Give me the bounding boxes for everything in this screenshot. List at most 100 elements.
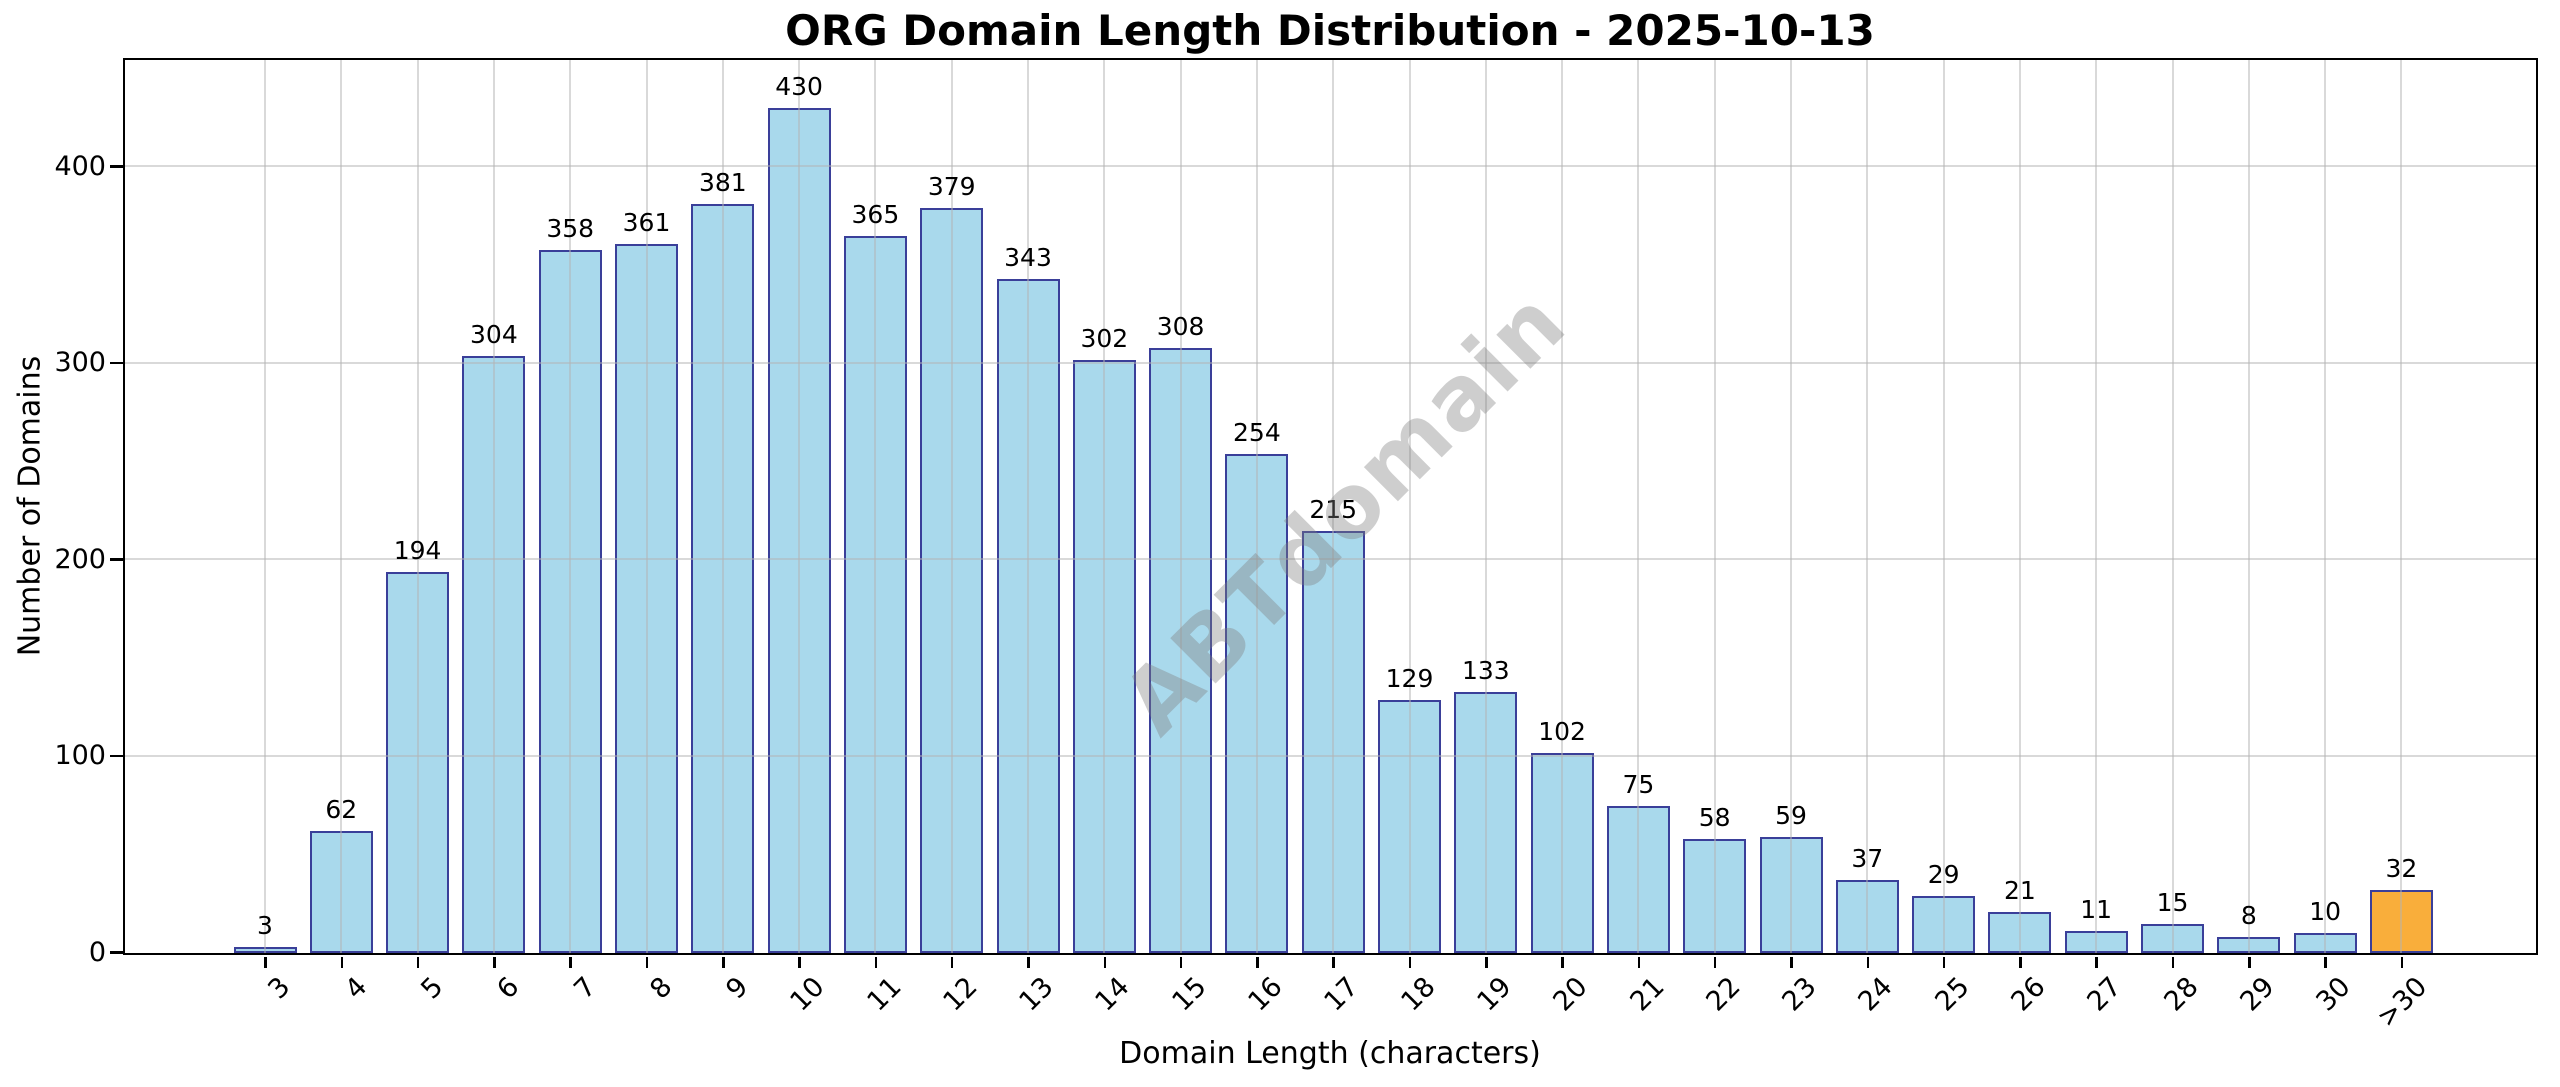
gridline-vertical [2171,60,2174,953]
y-tick-label: 100 [54,740,106,772]
x-tick-mark [798,957,801,968]
x-tick-label: 4 [338,971,374,1006]
gridline-vertical [1179,60,1182,953]
x-tick-mark [1942,957,1946,968]
x-tick-label: 15 [1166,971,1213,1018]
gridline-vertical [1408,60,1411,953]
bar-value-label: 194 [393,535,442,565]
gridline-vertical [721,60,724,953]
x-tick-mark [493,957,496,968]
bar-value-label: 11 [2080,895,2113,925]
bar-value-label: 37 [1851,844,1884,874]
gridline-vertical [1027,60,1029,953]
x-axis-title: Domain Length (characters) [1119,1036,1541,1071]
x-tick-label: 10 [784,971,831,1018]
x-tick-label: 5 [415,971,450,1006]
y-tick-label: 400 [54,150,106,182]
gridline-horizontal [125,361,2536,364]
gridline-vertical [2324,60,2327,953]
gridline-vertical [2247,60,2250,953]
x-tick-mark [416,957,420,968]
y-tick-mark [110,951,123,954]
bar-value-label: 379 [927,172,976,202]
x-tick-label: 18 [1394,971,1442,1018]
bar-value-label: 3 [257,911,273,941]
gridline-vertical [874,60,877,953]
gridline-vertical [492,60,495,953]
gridline-vertical [1484,60,1487,953]
bar-value-label: 215 [1309,494,1358,524]
x-tick-mark [1790,957,1793,968]
bar-value-label: 129 [1385,663,1434,693]
x-tick-mark [1332,957,1335,968]
gridline-vertical [1713,60,1716,953]
gridline-horizontal [125,754,2536,757]
gridline-vertical [2400,60,2403,953]
bar-value-label: 361 [622,207,671,237]
gridline-vertical [264,60,266,953]
bar-value-label: 62 [325,795,358,825]
bar-value-label: 308 [1156,311,1205,341]
gridline-vertical [1790,60,1792,953]
y-tick-label: 300 [54,347,106,379]
bar-value-label: 15 [2156,887,2189,917]
gridline-vertical [645,60,648,953]
y-tick-label: 0 [88,936,106,968]
gridline-vertical [340,60,343,953]
chart-title: ORG Domain Length Distribution - 2025-10… [785,6,1875,55]
bar-value-label: 304 [470,319,518,349]
x-tick-mark [1179,957,1183,968]
gridline-horizontal [125,165,2536,168]
gridline-vertical [950,60,953,953]
x-tick-label: 12 [937,971,984,1018]
gridline-vertical [1866,60,1869,953]
x-tick-label: 25 [1929,971,1976,1018]
bar-value-label: 10 [2309,897,2341,927]
x-tick-label: 14 [1089,971,1137,1018]
x-tick-mark [569,957,572,968]
bar-value-label: 343 [1004,243,1052,273]
x-tick-label: 20 [1547,971,1594,1018]
x-tick-mark [1485,957,1488,968]
x-tick-label: 13 [1013,971,1060,1018]
x-tick-mark [874,957,878,968]
gridline-vertical [1561,60,1564,953]
x-tick-label: 17 [1318,971,1365,1018]
y-tick-mark [110,754,123,758]
x-tick-label: 3 [262,971,297,1006]
gridline-vertical [798,60,801,953]
bar-value-label: 254 [1233,417,1281,447]
x-tick-label: 9 [720,971,755,1006]
plot-area: ABTdomain 3 62 194 304 358 361 381 430 365 379 343… [123,58,2538,955]
gridline-vertical [1942,60,1945,953]
x-tick-mark [2171,957,2175,968]
bar-value-label: 365 [851,199,900,229]
x-tick-mark [1256,957,1259,968]
bar-value-label: 75 [1622,769,1655,799]
x-tick-mark [1027,957,1030,968]
x-tick-label: 30 [2310,971,2357,1018]
y-tick-mark [110,558,123,561]
x-tick-mark [340,957,344,968]
x-tick-mark [950,957,954,968]
x-tick-label: 29 [2234,971,2281,1018]
bar-value-label: 29 [1927,860,1960,890]
x-tick-label: 27 [2081,971,2128,1018]
x-tick-label: >30 [2370,971,2434,1034]
bar-value-label: 302 [1080,323,1129,353]
gridline-vertical [1255,60,1258,953]
x-tick-label: 8 [644,971,679,1006]
x-tick-mark [1637,957,1641,968]
gridline-vertical [569,60,572,953]
bar-value-label: 102 [1538,716,1586,746]
x-tick-mark [1103,957,1107,968]
bar-value-label: 133 [1461,655,1510,685]
x-tick-mark [2095,957,2098,968]
x-tick-mark [1866,957,1870,968]
x-tick-mark [1561,957,1564,968]
x-tick-mark [264,957,267,968]
x-tick-mark [722,957,725,968]
x-tick-label: 24 [1852,971,1900,1018]
x-tick-mark [2400,957,2404,968]
